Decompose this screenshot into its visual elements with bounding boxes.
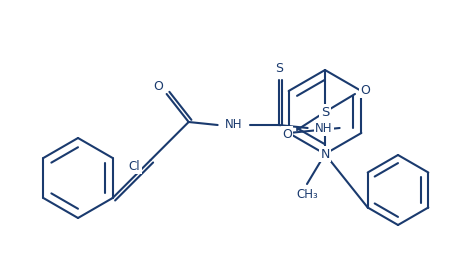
Text: O: O — [154, 80, 163, 92]
Text: Cl: Cl — [129, 160, 141, 172]
Text: S: S — [275, 61, 283, 74]
Text: O: O — [282, 128, 292, 140]
Text: N: N — [320, 148, 330, 161]
Text: O: O — [360, 84, 370, 97]
Text: NH: NH — [315, 121, 333, 135]
Text: NH: NH — [225, 119, 242, 132]
Text: CH₃: CH₃ — [296, 187, 318, 200]
Text: S: S — [321, 105, 329, 119]
